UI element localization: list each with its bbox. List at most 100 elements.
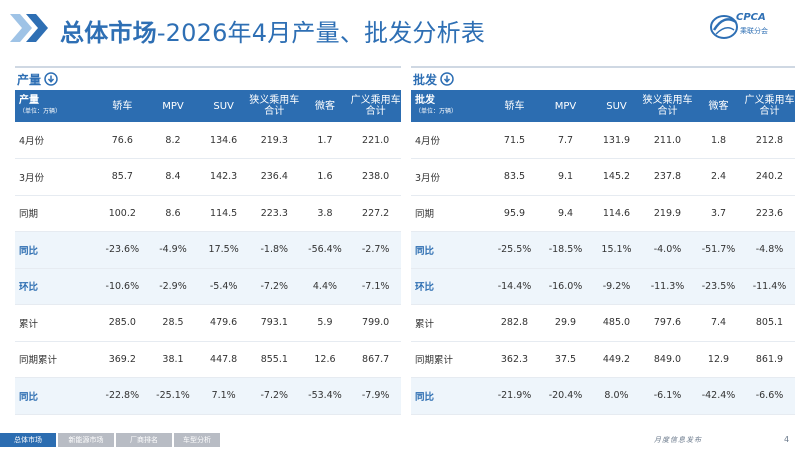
table-row: 同期累计 362.3 37.5 449.2 849.0 12.9 861.9 [411,341,795,378]
table-cell: 362.3 [489,341,540,378]
row-label: 4月份 [15,122,97,159]
table-cell: 227.2 [350,195,401,232]
table-cell: 2.4 [693,158,744,196]
table-cell: -53.4% [299,377,351,415]
table-cell: 4.4% [299,268,351,305]
arrow-down-circle-icon [44,72,58,86]
table-cell: 8.6 [147,195,199,232]
table-row: 同比 -22.8% -25.1% 7.1% -7.2% -53.4% -7.9% [15,377,401,415]
chevron-right-icon [10,14,48,42]
column-header: 微客 [299,90,351,122]
table-cell: 219.3 [248,122,300,159]
table-cell: 76.6 [97,122,148,159]
table-row: 同期 100.2 8.6 114.5 223.3 3.8 227.2 [15,195,401,232]
table-cell: 85.7 [97,158,148,196]
table-row: 3月份 83.5 9.1 145.2 237.8 2.4 240.2 [411,158,795,196]
table-cell: 71.5 [489,122,540,159]
table-cell: 8.2 [147,122,199,159]
production-table: 产量 （单位：万辆） 轿车 MPV SUV 狭义乘用车合计 微客 广义乘用车合计 … [15,90,401,415]
table-cell: -21.9% [489,377,540,415]
row-label: 同比 [411,231,489,269]
table-row: 同比 -25.5% -18.5% 15.1% -4.0% -51.7% -4.8% [411,231,795,269]
table-cell: 485.0 [591,304,642,342]
column-header: 狭义乘用车合计 [248,90,300,122]
table-cell: -7.9% [350,377,401,415]
wholesale-header-row: 批发 （单位：万辆） 轿车 MPV SUV 狭义乘用车合计 微客 广义乘用车合计 [411,90,795,122]
table-cell: 449.2 [591,341,642,378]
table-cell: -4.0% [642,231,693,269]
footer-tab-ranking[interactable]: 厂商排名 [116,433,172,447]
footer-tab-overall[interactable]: 总体市场 [0,433,56,447]
column-header: 轿车 [489,90,540,122]
table-cell: -4.9% [147,231,199,269]
table-cell: 12.6 [299,341,351,378]
column-header: SUV [198,90,249,122]
row-label: 累计 [15,304,97,342]
table-cell: 5.9 [299,304,351,342]
table-cell: 29.9 [540,304,591,342]
table-cell: 114.6 [591,195,642,232]
table-cell: 240.2 [744,158,795,196]
table-cell: 7.4 [693,304,744,342]
wholesale-unit-label: （单位：万辆） [415,108,458,115]
table-cell: -11.3% [642,268,693,305]
cpca-logo-icon [710,15,738,39]
table-row: 3月份 85.7 8.4 142.3 236.4 1.6 238.0 [15,158,401,196]
row-label: 环比 [15,268,97,305]
row-label: 累计 [411,304,489,342]
table-cell: 7.7 [540,122,591,159]
row-label: 同比 [15,377,97,415]
table-cell: 95.9 [489,195,540,232]
table-cell: 142.3 [198,158,249,196]
footer-tab-models[interactable]: 车型分析 [174,433,220,447]
header: 总体市场-2026年4月产量、批发分析表 CPCA 乘联分会 [0,0,800,56]
column-header: 微客 [693,90,744,122]
table-cell: 237.8 [642,158,693,196]
page-title-bold: 总体市场 [60,19,157,47]
table-cell: 12.9 [693,341,744,378]
row-label: 同比 [411,377,489,415]
table-cell: -23.6% [97,231,148,269]
table-row: 4月份 71.5 7.7 131.9 211.0 1.8 212.8 [411,122,795,159]
table-cell: 219.9 [642,195,693,232]
table-cell: 447.8 [198,341,249,378]
table-cell: -10.6% [97,268,148,305]
table-cell: 8.0% [591,377,642,415]
table-cell: -14.4% [489,268,540,305]
table-cell: -5.4% [198,268,249,305]
table-cell: 223.3 [248,195,300,232]
production-table-body: 4月份 76.6 8.2 134.6 219.3 1.7 221.0 3月份 85.7 8.4 14… [15,122,401,415]
footer-tab-nev[interactable]: 新能源市场 [58,433,114,447]
table-cell: 797.6 [642,304,693,342]
production-corner-title: 产量 [19,95,39,106]
footer-release-text: 月度信息发布 [654,436,702,444]
table-cell: 9.1 [540,158,591,196]
table-cell: 479.6 [198,304,249,342]
table-cell: 236.4 [248,158,300,196]
table-cell: -6.6% [744,377,795,415]
table-cell: 867.7 [350,341,401,378]
table-cell: 223.6 [744,195,795,232]
table-cell: 793.1 [248,304,300,342]
table-cell: -16.0% [540,268,591,305]
table-cell: 83.5 [489,158,540,196]
column-header: SUV [591,90,642,122]
table-cell: -20.4% [540,377,591,415]
table-cell: 1.6 [299,158,351,196]
table-cell: -1.8% [248,231,300,269]
footer: 总体市场 新能源市场 厂商排名 车型分析 月度信息发布 4 [0,433,800,451]
table-cell: 805.1 [744,304,795,342]
table-cell: 38.1 [147,341,199,378]
row-label: 同比 [15,231,97,269]
production-section-label: 产量 [15,68,401,90]
wholesale-section-text: 批发 [413,72,438,87]
column-header: 广义乘用车合计 [744,90,795,122]
column-header: 狭义乘用车合计 [642,90,693,122]
page-number: 4 [784,435,790,444]
table-cell: -42.4% [693,377,744,415]
table-cell: -25.5% [489,231,540,269]
table-row: 同比 -23.6% -4.9% 17.5% -1.8% -56.4% -2.7% [15,231,401,269]
table-cell: -56.4% [299,231,351,269]
table-cell: 145.2 [591,158,642,196]
row-label: 同期 [411,195,489,232]
